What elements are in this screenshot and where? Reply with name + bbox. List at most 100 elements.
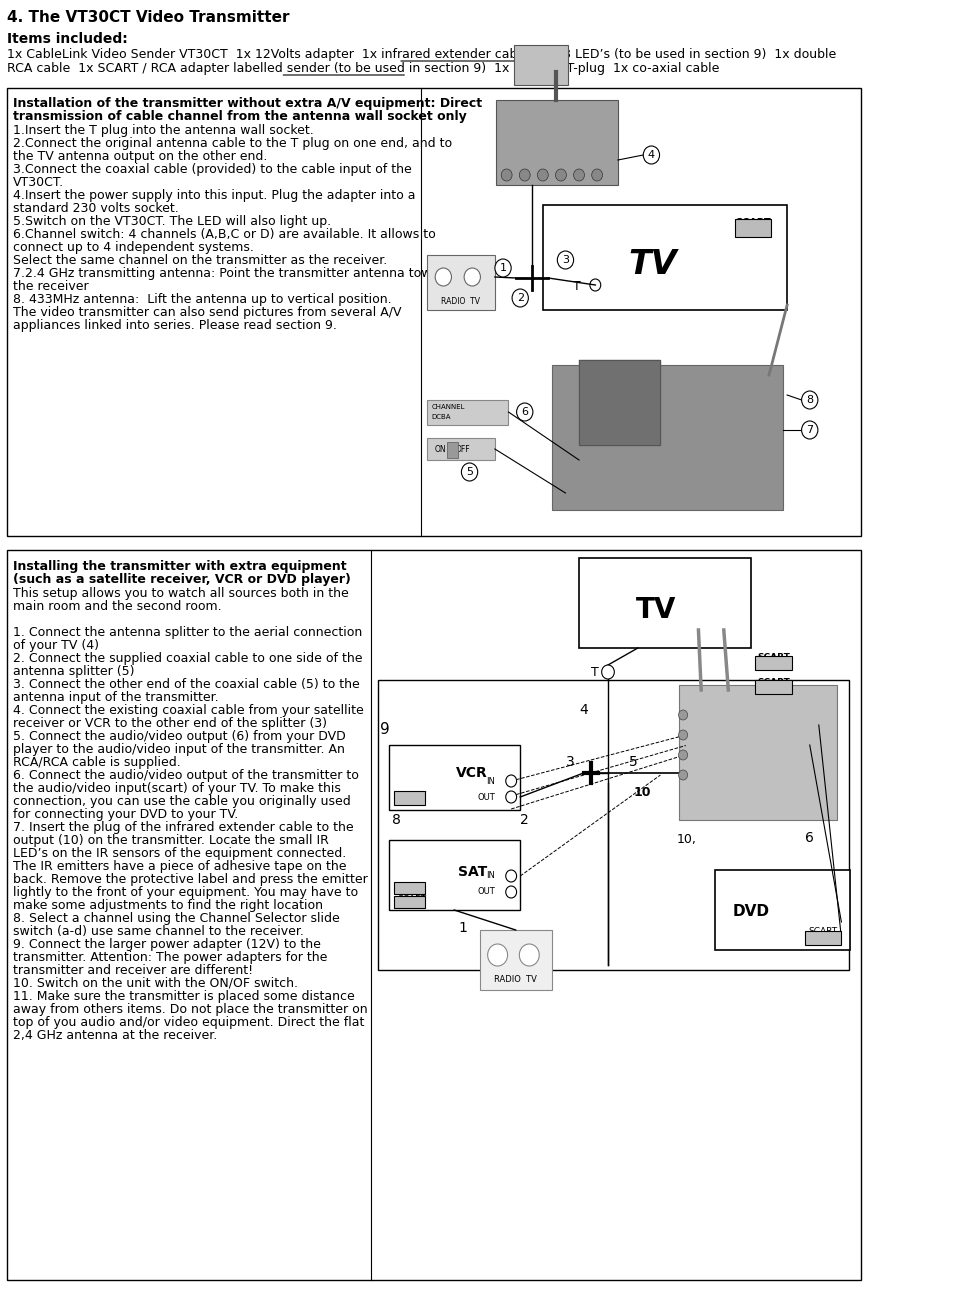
Bar [389, 840, 520, 910]
Text: Installation of the transmitter without extra A/V equipment: Direct: Installation of the transmitter without … [12, 97, 482, 110]
Text: transmitter. Attention: The power adapters for the: transmitter. Attention: The power adapte… [12, 950, 327, 965]
Circle shape [589, 279, 601, 291]
Text: VT30CT.: VT30CT. [12, 176, 63, 189]
Circle shape [679, 731, 687, 740]
Text: DVD: DVD [732, 905, 769, 919]
Circle shape [506, 791, 516, 803]
Circle shape [506, 870, 516, 882]
Text: CHANNEL: CHANNEL [432, 403, 465, 410]
Text: 1: 1 [459, 921, 468, 935]
Circle shape [643, 146, 660, 164]
Text: TV: TV [636, 596, 677, 625]
Bar [542, 206, 787, 310]
Text: the audio/video input(scart) of your TV. To make this: the audio/video input(scart) of your TV.… [12, 782, 341, 795]
Text: of your TV (4): of your TV (4) [12, 639, 99, 652]
Text: VCR: VCR [456, 765, 488, 780]
Text: switch (a-d) use same channel to the receiver.: switch (a-d) use same channel to the rec… [12, 924, 303, 937]
Text: OUT: OUT [477, 887, 495, 896]
Text: The IR emitters have a piece of adhesive tape on the: The IR emitters have a piece of adhesive… [12, 860, 347, 873]
Text: Select the same channel on the transmitter as the receiver.: Select the same channel on the transmitt… [12, 253, 387, 266]
Text: lightly to the front of your equipment. You may have to: lightly to the front of your equipment. … [12, 886, 358, 899]
Text: the receiver: the receiver [12, 281, 88, 294]
Circle shape [802, 422, 818, 440]
Text: the TV antenna output on the other end.: the TV antenna output on the other end. [12, 150, 267, 163]
Circle shape [556, 169, 566, 181]
Text: 9. Connect the larger power adapter (12V) to the: 9. Connect the larger power adapter (12V… [12, 937, 321, 950]
Text: 2. Connect the supplied coaxial cable to one side of the: 2. Connect the supplied coaxial cable to… [12, 652, 362, 665]
Bar [756, 680, 792, 694]
Text: SCART: SCART [397, 790, 426, 799]
Bar [378, 680, 849, 970]
Text: 4. The VT30CT Video Transmitter: 4. The VT30CT Video Transmitter [8, 10, 290, 25]
Circle shape [462, 463, 478, 481]
Text: T: T [573, 281, 581, 294]
Text: 2: 2 [520, 813, 529, 828]
Text: connect up to 4 independent systems.: connect up to 4 independent systems. [12, 240, 253, 253]
Text: 2: 2 [516, 294, 524, 303]
Bar [679, 685, 837, 820]
Text: 7: 7 [806, 425, 813, 434]
Text: RCA/RCA cable is supplied.: RCA/RCA cable is supplied. [12, 756, 180, 769]
Text: connection, you can use the cable you originally used: connection, you can use the cable you or… [12, 795, 350, 808]
Text: 4: 4 [579, 703, 588, 718]
Text: OUT: OUT [477, 793, 495, 802]
Text: RCA cable  1x SCART / RCA adapter labelled sender (to be used in section 9)  1x : RCA cable 1x SCART / RCA adapter labelle… [8, 62, 720, 75]
Bar [579, 559, 751, 648]
Text: RADIO  TV: RADIO TV [494, 975, 538, 984]
Text: 2.Connect the original antenna cable to the T plug on one end, and to: 2.Connect the original antenna cable to … [12, 137, 452, 150]
Text: 6: 6 [521, 407, 528, 418]
Text: antenna input of the transmitter.: antenna input of the transmitter. [12, 690, 218, 703]
Bar [8, 88, 861, 537]
Text: 3: 3 [562, 255, 569, 265]
Text: output (10) on the transmitter. Locate the small IR: output (10) on the transmitter. Locate t… [12, 834, 328, 847]
Text: 3.Connect the coaxial cable (provided) to the cable input of the: 3.Connect the coaxial cable (provided) t… [12, 163, 412, 176]
Circle shape [679, 750, 687, 760]
Text: LED’s on the IR sensors of the equipment connected.: LED’s on the IR sensors of the equipment… [12, 847, 346, 860]
Text: 1.Insert the T plug into the antenna wall socket.: 1.Insert the T plug into the antenna wal… [12, 124, 313, 137]
Text: 8: 8 [392, 813, 400, 828]
Text: 8. 433MHz antenna:  Lift the antenna up to vertical position.: 8. 433MHz antenna: Lift the antenna up t… [12, 294, 392, 306]
Text: SAT: SAT [458, 865, 487, 879]
Text: TV: TV [629, 248, 677, 282]
Text: ON: ON [434, 445, 445, 454]
Bar [805, 931, 841, 945]
Bar [734, 219, 771, 237]
Text: SCART: SCART [734, 219, 771, 228]
Text: 7. Insert the plug of the infrared extender cable to the: 7. Insert the plug of the infrared exten… [12, 821, 353, 834]
Text: 6.Channel switch: 4 channels (A,B,C or D) are available. It allows to: 6.Channel switch: 4 channels (A,B,C or D… [12, 228, 436, 240]
Circle shape [602, 665, 614, 679]
Text: main room and the second room.: main room and the second room. [12, 600, 222, 613]
Text: IN: IN [486, 871, 495, 881]
Text: 5: 5 [629, 755, 637, 769]
Text: 3: 3 [565, 755, 574, 769]
Text: 8: 8 [806, 394, 813, 405]
Bar [394, 791, 425, 806]
Bar [447, 442, 458, 458]
Text: away from others items. Do not place the transmitter on: away from others items. Do not place the… [12, 1003, 368, 1016]
Text: 10,: 10, [677, 834, 697, 847]
Circle shape [506, 775, 516, 787]
Text: 5.Switch on the VT30CT. The LED will also light up.: 5.Switch on the VT30CT. The LED will als… [12, 215, 331, 228]
Text: SCART: SCART [808, 927, 838, 936]
Bar [389, 745, 520, 809]
Text: 1. Connect the antenna splitter to the aerial connection: 1. Connect the antenna splitter to the a… [12, 626, 362, 639]
Text: appliances linked into series. Please read section 9.: appliances linked into series. Please re… [12, 319, 337, 332]
Text: T: T [590, 666, 598, 679]
Text: 4. Connect the existing coaxial cable from your satellite: 4. Connect the existing coaxial cable fr… [12, 703, 364, 718]
Text: 3. Connect the other end of the coaxial cable (5) to the: 3. Connect the other end of the coaxial … [12, 678, 359, 690]
Text: Items included:: Items included: [8, 32, 128, 47]
Text: DCBA: DCBA [432, 414, 451, 420]
Text: 4.Insert the power supply into this input. Plug the adapter into a: 4.Insert the power supply into this inpu… [12, 189, 415, 202]
Bar [552, 365, 782, 509]
Bar [8, 550, 861, 1280]
Text: The video transmitter can also send pictures from several A/V: The video transmitter can also send pict… [12, 306, 401, 319]
Text: antenna splitter (5): antenna splitter (5) [12, 665, 134, 678]
Text: player to the audio/video input of the transmitter. An: player to the audio/video input of the t… [12, 743, 345, 756]
Text: standard 230 volts socket.: standard 230 volts socket. [12, 202, 179, 215]
Circle shape [574, 169, 585, 181]
Circle shape [802, 390, 818, 409]
Text: 10: 10 [634, 786, 651, 799]
Bar [495, 100, 618, 185]
Circle shape [591, 169, 603, 181]
Bar [479, 930, 552, 990]
